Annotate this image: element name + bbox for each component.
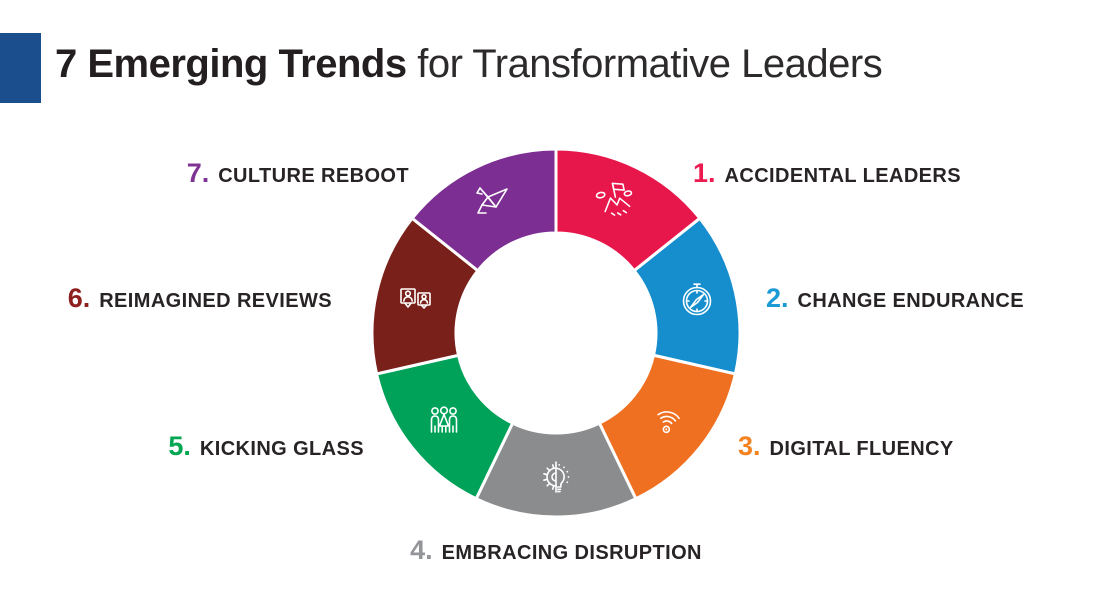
trend-label-4: 4. EMBRACING DISRUPTION (410, 535, 702, 565)
trend-number-2: 2. (766, 283, 789, 313)
trend-number-6: 6. (67, 283, 91, 313)
donut-segment-7 (410, 147, 558, 273)
origami-crane-icon (476, 187, 508, 214)
trend-text-3: DIGITAL FLUENCY (769, 438, 954, 460)
trend-label-5: 5. KICKING GLASS (168, 431, 364, 461)
page-title-bold: 7 Emerging Trends (55, 42, 407, 86)
trend-text-6: REIMAGINED REVIEWS (99, 290, 332, 312)
trend-label-1: 1. ACCIDENTAL LEADERS (693, 158, 961, 188)
trend-number-7: 7. (186, 158, 210, 188)
trend-text-4: EMBRACING DISRUPTION (441, 542, 702, 564)
trend-text-2: CHANGE ENDURANCE (797, 290, 1024, 312)
wifi-icon (657, 411, 680, 434)
people-group-icon (430, 406, 458, 433)
trend-number-4: 4. (410, 535, 433, 565)
page-title-light: for Transformative Leaders (406, 42, 883, 86)
gear-lightbulb-icon (543, 461, 570, 493)
trend-number-3: 3. (738, 431, 761, 461)
trend-label-2: 2. CHANGE ENDURANCE (766, 283, 1024, 313)
trend-label-7: 7. CULTURE REBOOT (187, 158, 409, 188)
trend-label-6: 6. REIMAGINED REVIEWS (68, 283, 332, 313)
mountain-flag-icon (595, 182, 633, 216)
trend-label-3: 3. DIGITAL FLUENCY (738, 431, 954, 461)
trend-text-5: KICKING GLASS (199, 438, 364, 460)
compass-icon (682, 283, 712, 316)
trend-text-7: CULTURE REBOOT (218, 165, 409, 187)
trend-text-1: ACCIDENTAL LEADERS (724, 165, 961, 187)
trend-number-1: 1. (693, 158, 716, 188)
review-bubbles-icon (400, 288, 431, 309)
header-accent-square (0, 33, 41, 103)
page-title: 7 Emerging Trends for Transformative Lea… (55, 42, 883, 87)
trend-number-5: 5. (168, 431, 191, 461)
donut-icons (400, 182, 712, 493)
